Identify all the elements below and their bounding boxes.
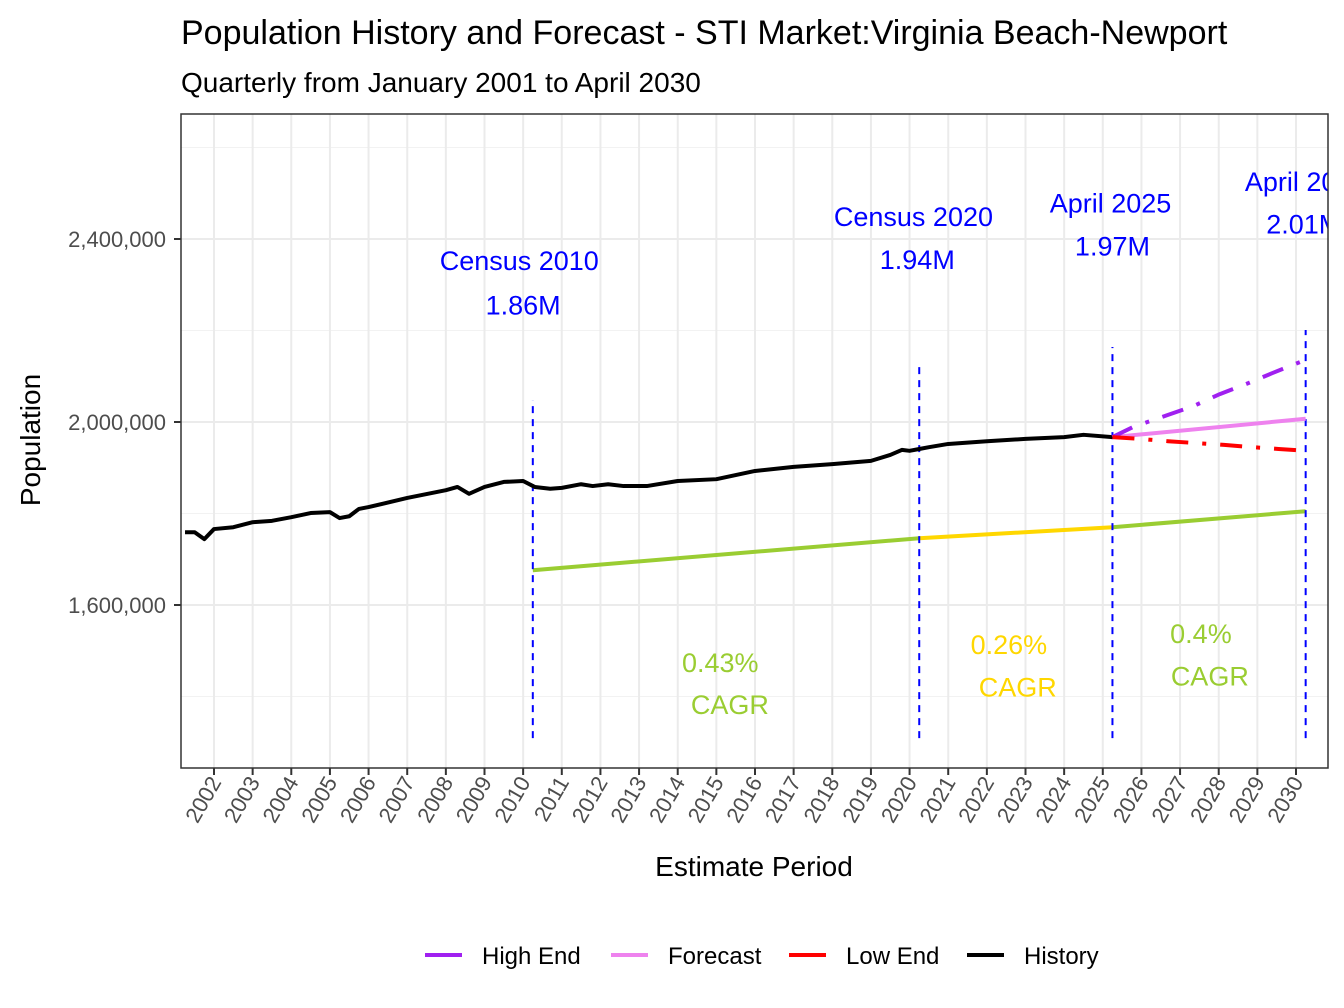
x-tick-label: 2021 bbox=[914, 772, 960, 827]
x-tick-label: 2014 bbox=[644, 772, 690, 827]
x-tick-label: 2012 bbox=[567, 772, 613, 827]
x-tick-label: 2015 bbox=[683, 772, 729, 827]
legend-label: High End bbox=[482, 943, 581, 970]
cagr-line bbox=[532, 536, 920, 573]
y-axis-title: Population bbox=[15, 374, 46, 506]
chart-title: Population History and Forecast - STI Ma… bbox=[181, 14, 1228, 52]
legend-item: Low End bbox=[789, 943, 939, 970]
annotation-label: Census 2020 bbox=[834, 202, 993, 232]
x-axis-title: Estimate Period bbox=[655, 851, 853, 882]
y-tick-label: 2,400,000 bbox=[68, 227, 166, 252]
x-tick-label: 2022 bbox=[953, 772, 999, 827]
cagr-line bbox=[919, 525, 1113, 541]
x-tick-label: 2006 bbox=[335, 772, 381, 827]
annotation-label: CAGR bbox=[691, 690, 769, 720]
legend-item: Forecast bbox=[611, 943, 762, 970]
x-tick-label: 2005 bbox=[296, 772, 342, 827]
x-tick-label: 2016 bbox=[721, 772, 767, 827]
cagr-line bbox=[1112, 509, 1306, 530]
x-tick-label: 2027 bbox=[1146, 772, 1192, 827]
x-tick-label: 2019 bbox=[837, 772, 883, 827]
annotation-label: 2.01M bbox=[1266, 209, 1341, 239]
legend-label: Low End bbox=[846, 943, 939, 970]
annotation-label: April 2025 bbox=[1050, 188, 1172, 218]
legend-item: History bbox=[967, 943, 1099, 970]
annotation-label: 1.86M bbox=[486, 290, 561, 320]
annotation-label: April 2030 bbox=[1245, 167, 1344, 197]
annotation-label: 1.97M bbox=[1075, 231, 1150, 261]
annotation-label: 0.43% bbox=[682, 648, 759, 678]
annotation-label: CAGR bbox=[1171, 661, 1249, 691]
series-line-forecast bbox=[1112, 416, 1306, 440]
x-tick-label: 2028 bbox=[1185, 772, 1231, 827]
x-tick-label: 2025 bbox=[1069, 772, 1115, 827]
series-line-history bbox=[185, 432, 1113, 542]
x-tick-label: 2013 bbox=[605, 772, 651, 827]
x-tick-label: 2017 bbox=[760, 772, 806, 827]
annotation-label: 0.4% bbox=[1170, 619, 1232, 649]
x-tick-label: 2002 bbox=[180, 772, 226, 827]
chart-subtitle: Quarterly from January 2001 to April 203… bbox=[181, 67, 701, 98]
annotation-label: 1.94M bbox=[880, 245, 955, 275]
y-tick-label: 1,600,000 bbox=[68, 593, 166, 618]
annotation-label: 0.26% bbox=[971, 630, 1048, 660]
x-tick-label: 2026 bbox=[1108, 772, 1154, 827]
x-tick-label: 2020 bbox=[876, 772, 922, 827]
x-tick-label: 2004 bbox=[257, 772, 303, 827]
grid bbox=[181, 114, 1328, 768]
x-tick-label: 2029 bbox=[1224, 772, 1270, 827]
legend-label: History bbox=[1024, 943, 1099, 970]
x-tick-label: 2023 bbox=[992, 772, 1038, 827]
annotation-label: CAGR bbox=[979, 672, 1057, 702]
plot-area: Census 2010 1.86M Census 2020 1.94M April 20… bbox=[185, 167, 1344, 739]
legend-item: High End bbox=[425, 943, 581, 970]
series-line-high-end bbox=[1111, 357, 1307, 439]
x-tick-label: 2011 bbox=[529, 772, 574, 825]
series-line-low-end bbox=[1112, 435, 1306, 453]
x-tick-label: 2008 bbox=[412, 772, 458, 827]
x-tick-label: 2007 bbox=[373, 772, 419, 827]
legend-label: Forecast bbox=[668, 943, 762, 970]
x-tick-label: 2024 bbox=[1030, 772, 1076, 827]
y-tick-label: 2,000,000 bbox=[68, 410, 166, 435]
annotation-label: Census 2010 bbox=[440, 246, 599, 276]
legend: High End Forecast Low End History bbox=[425, 943, 1099, 970]
x-tick-label: 2018 bbox=[798, 772, 844, 827]
x-tick-label: 2030 bbox=[1262, 772, 1308, 827]
x-tick-label: 2003 bbox=[219, 772, 265, 827]
x-tick-label: 2010 bbox=[489, 772, 535, 827]
x-tick-label: 2009 bbox=[451, 772, 497, 827]
